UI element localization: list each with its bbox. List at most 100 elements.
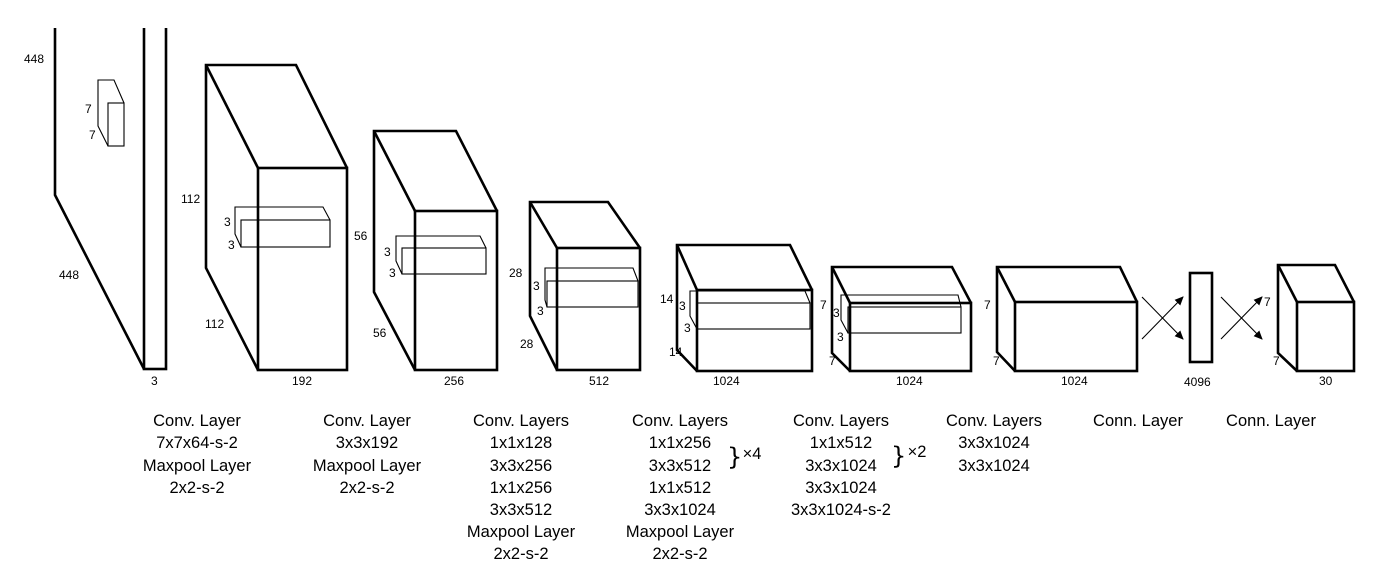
dim-label: 3 xyxy=(389,266,396,280)
caption-line: Conv. Layers xyxy=(632,412,728,430)
caption-6: Conv. Layers 3x3x1024 3x3x1024 xyxy=(946,412,1042,475)
dim-label: 4096 xyxy=(1184,375,1211,389)
dim-label: 3 xyxy=(679,299,686,313)
caption-8: Conn. Layer xyxy=(1226,412,1316,430)
dim-label: 112 xyxy=(181,192,200,206)
caption-line: Conv. Layer xyxy=(323,412,411,430)
dim-label: 7 xyxy=(1273,354,1280,368)
caption-line: 1x1x512 xyxy=(810,434,872,452)
caption-line: Maxpool Layer xyxy=(313,457,422,475)
conv-block-1: 112 3 3 112 192 xyxy=(181,63,349,388)
caption-line: 3x3x1024 xyxy=(644,501,716,519)
input-image-block: 448 7 7 448 3 xyxy=(24,0,168,388)
dim-label: 7 xyxy=(829,354,836,368)
caption-line: 3x3x512 xyxy=(490,501,552,519)
caption-line: Maxpool Layer xyxy=(626,523,735,541)
dim-label: 1024 xyxy=(713,374,740,388)
caption-line: 1x1x512 xyxy=(649,479,711,497)
kernel-3x3 xyxy=(234,206,331,248)
caption-line: 2x2-s-2 xyxy=(339,479,394,497)
caption-line: Conv. Layer xyxy=(153,412,241,430)
dim-label: 7 xyxy=(993,354,1000,368)
caption-line: 3x3x1024 xyxy=(805,457,877,475)
caption-line: 2x2-s-2 xyxy=(169,479,224,497)
caption-line: Conv. Layers xyxy=(473,412,569,430)
dim-label: 56 xyxy=(354,229,368,243)
caption-line: 3x3x192 xyxy=(336,434,398,452)
dim-label: 512 xyxy=(589,374,609,388)
dim-label: 28 xyxy=(520,337,534,351)
dim-label: 7 xyxy=(984,298,991,312)
dim-label: 7 xyxy=(820,298,827,312)
caption-2: Conv. Layer 3x3x192 Maxpool Layer 2x2-s-… xyxy=(313,412,422,497)
dim-label: 7 xyxy=(85,102,92,116)
caption-5: Conv. Layers 1x1x512 3x3x1024 3x3x1024 3… xyxy=(791,412,926,519)
conv-block-4: 14 3 3 14 1024 xyxy=(660,243,814,388)
dim-label: 3 xyxy=(537,304,544,318)
caption-line: 3x3x1024 xyxy=(958,457,1030,475)
dim-label: 448 xyxy=(59,268,79,282)
caption-line: 1x1x128 xyxy=(490,434,552,452)
fully-connected-arrows-2 xyxy=(1220,296,1263,340)
caption-line: 1x1x256 xyxy=(649,434,711,452)
dim-label: 28 xyxy=(509,266,523,280)
output-tensor: 7 7 30 xyxy=(1264,263,1356,388)
caption-line: Conn. Layer xyxy=(1093,412,1183,430)
fc-layer-4096: 4096 xyxy=(1184,271,1214,389)
repeat-count: ×2 xyxy=(908,443,927,461)
kernel-3x3 xyxy=(544,267,639,308)
caption-line: Maxpool Layer xyxy=(143,457,252,475)
arrow-icon xyxy=(1220,296,1263,340)
kernel-3x3 xyxy=(395,235,487,275)
kernel-3x3 xyxy=(840,294,962,334)
conv-block-5: 7 3 3 7 1024 xyxy=(820,265,973,388)
caption-line: Conn. Layer xyxy=(1226,412,1316,430)
caption-line: Maxpool Layer xyxy=(467,523,576,541)
arrow-icon xyxy=(1141,296,1184,340)
caption-line: 3x3x256 xyxy=(490,457,552,475)
conv-block-3: 28 3 3 28 512 xyxy=(509,200,642,388)
dim-label: 1024 xyxy=(896,374,923,388)
dim-label: 112 xyxy=(205,317,224,331)
dim-label: 3 xyxy=(533,279,540,293)
dim-label: 448 xyxy=(24,52,44,66)
dim-label: 256 xyxy=(444,374,464,388)
dim-label: 3 xyxy=(384,245,391,259)
caption-1: Conv. Layer 7x7x64-s-2 Maxpool Layer 2x2… xyxy=(143,412,252,497)
kernel-7x7 xyxy=(97,79,125,147)
dim-label: 14 xyxy=(669,345,683,359)
caption-3: Conv. Layers 1x1x128 3x3x256 1x1x256 3x3… xyxy=(467,412,576,563)
dim-label: 3 xyxy=(224,215,231,229)
conv-block-2: 56 3 3 56 256 xyxy=(354,129,499,388)
fully-connected-arrows-1 xyxy=(1141,296,1184,340)
dim-label: 3 xyxy=(837,330,844,344)
brace-icon: } xyxy=(727,443,742,471)
caption-line: 3x3x1024-s-2 xyxy=(791,501,891,519)
dim-label: 3 xyxy=(833,306,840,320)
caption-line: 7x7x64-s-2 xyxy=(156,434,238,452)
caption-line: 2x2-s-2 xyxy=(493,545,548,563)
dim-label: 192 xyxy=(292,374,312,388)
dim-label: 14 xyxy=(660,292,674,306)
caption-line: 2x2-s-2 xyxy=(652,545,707,563)
dim-label: 3 xyxy=(151,374,158,388)
caption-line: 3x3x1024 xyxy=(958,434,1030,452)
conv-block-6: 7 7 1024 xyxy=(984,265,1139,388)
caption-line: 3x3x1024 xyxy=(805,479,877,497)
caption-line: 1x1x256 xyxy=(490,479,552,497)
dim-label: 3 xyxy=(684,321,691,335)
repeat-count: ×4 xyxy=(743,445,762,463)
dim-label: 7 xyxy=(89,128,96,142)
dim-label: 1024 xyxy=(1061,374,1088,388)
kernel-3x3 xyxy=(689,290,811,330)
caption-line: Conv. Layers xyxy=(946,412,1042,430)
caption-7: Conn. Layer xyxy=(1093,412,1183,430)
dim-label: 30 xyxy=(1319,374,1333,388)
brace-icon: } xyxy=(891,442,906,470)
dim-label: 56 xyxy=(373,326,387,340)
dim-label: 7 xyxy=(1264,295,1271,309)
caption-line: Conv. Layers xyxy=(793,412,889,430)
caption-4: Conv. Layers 1x1x256 3x3x512 1x1x512 3x3… xyxy=(626,412,762,563)
caption-line: 3x3x512 xyxy=(649,457,711,475)
